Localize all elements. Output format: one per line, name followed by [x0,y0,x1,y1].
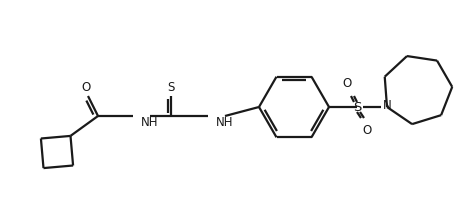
Text: O: O [362,125,372,138]
Text: S: S [167,80,175,94]
Text: O: O [342,76,352,89]
Text: NH: NH [141,116,158,128]
Text: N: N [383,98,391,111]
Text: O: O [81,80,91,94]
Text: NH: NH [216,116,233,128]
Text: S: S [353,101,361,113]
